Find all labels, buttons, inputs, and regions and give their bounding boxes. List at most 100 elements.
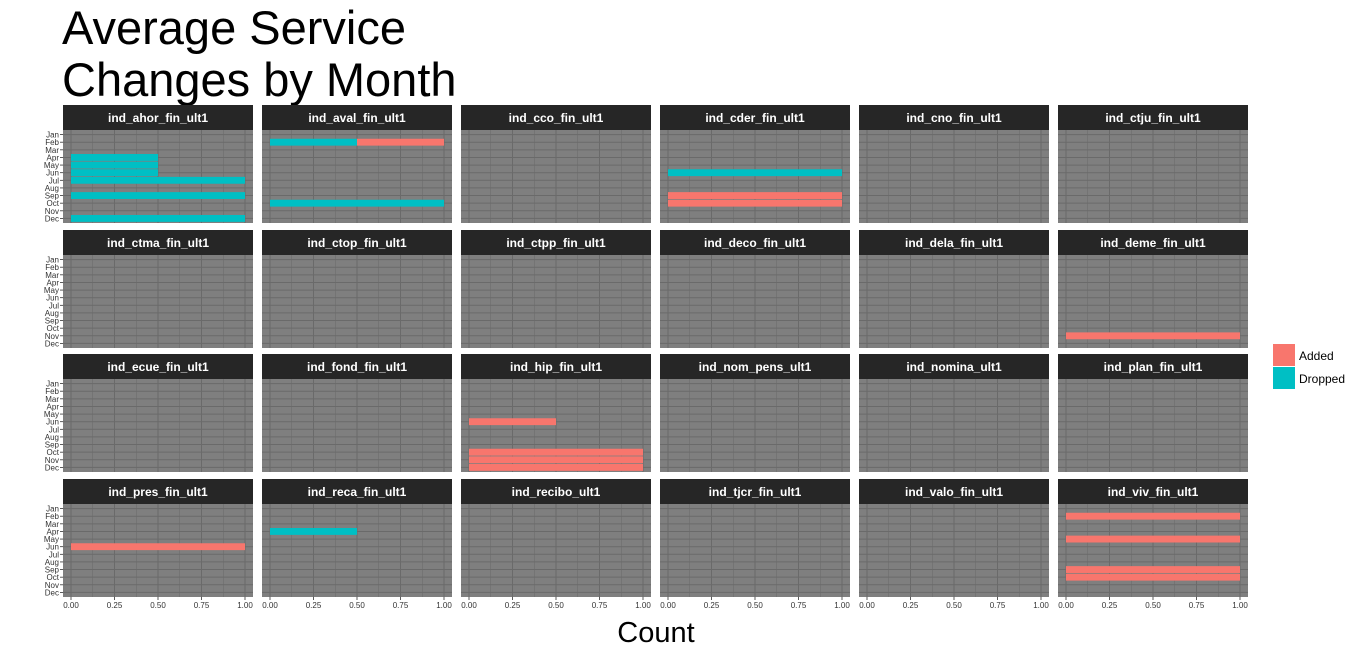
chart-title-line: Average Service bbox=[62, 1, 406, 54]
facet-label: ind_recibo_ult1 bbox=[512, 485, 601, 499]
facet-strip bbox=[262, 354, 452, 379]
y-tick-label: Jan bbox=[46, 131, 59, 140]
facet-label: ind_valo_fin_ult1 bbox=[905, 485, 1003, 499]
x-axis-title: Count bbox=[617, 617, 694, 649]
facet-label: ind_nom_pens_ult1 bbox=[699, 360, 812, 374]
facet-ind_cder_fin_ult1: ind_cder_fin_ult1 bbox=[660, 105, 850, 223]
y-tick-label: Oct bbox=[47, 199, 60, 208]
y-tick-label: Feb bbox=[45, 138, 59, 147]
y-tick-label: Sep bbox=[45, 566, 60, 575]
facet-ind_reca_fin_ult1: ind_reca_fin_ult1 0.00 0.25 0.50 0.75 1.00 bbox=[262, 479, 452, 610]
facet-strip bbox=[461, 230, 651, 255]
x-tick-label: 0.50 bbox=[946, 601, 962, 610]
x-tick-label: 0.25 bbox=[107, 601, 123, 610]
x-tick-label: 0.25 bbox=[704, 601, 720, 610]
x-tick-label: 0.00 bbox=[461, 601, 477, 610]
y-tick-label: Mar bbox=[45, 520, 59, 529]
y-tick-label: Nov bbox=[45, 581, 59, 590]
facet-label: ind_ctma_fin_ult1 bbox=[107, 236, 209, 250]
bar-added-oct bbox=[1066, 573, 1240, 581]
y-tick-label: Dec bbox=[45, 214, 59, 223]
facet-strip bbox=[63, 354, 253, 379]
legend: Added Dropped bbox=[1273, 344, 1345, 389]
facet-ind_ctop_fin_ult1: ind_ctop_fin_ult1 bbox=[262, 230, 452, 348]
bar-added-jun bbox=[469, 418, 556, 426]
facet-label: ind_cder_fin_ult1 bbox=[705, 111, 805, 125]
bar-dropped-jun bbox=[668, 169, 842, 177]
facet-ind_ahor_fin_ult1: ind_ahor_fin_ult1 JanFebMarAprMayJunJulAu… bbox=[44, 105, 253, 223]
facet-label: ind_plan_fin_ult1 bbox=[1104, 360, 1203, 374]
facet-strip bbox=[1058, 354, 1248, 379]
bar-added-dec bbox=[469, 463, 643, 471]
y-tick-label: Jun bbox=[46, 169, 59, 178]
facet-label: ind_cco_fin_ult1 bbox=[509, 111, 604, 125]
facet-label: ind_nomina_ult1 bbox=[906, 360, 1002, 374]
facet-label: ind_cno_fin_ult1 bbox=[906, 111, 1002, 125]
facet-ind_ctma_fin_ult1: ind_ctma_fin_ult1 JanFebMarAprMayJunJulAu… bbox=[44, 230, 253, 348]
bar-dropped-feb bbox=[270, 138, 357, 146]
facet-ind_pres_fin_ult1: ind_pres_fin_ult1 JanFebMarAprMayJunJulAu… bbox=[44, 479, 253, 610]
bar-dropped-may bbox=[71, 161, 158, 169]
facet-label: ind_tjcr_fin_ult1 bbox=[709, 485, 802, 499]
legend-key-dropped bbox=[1273, 367, 1295, 389]
facet-ind_cno_fin_ult1: ind_cno_fin_ult1 bbox=[859, 105, 1049, 223]
y-tick-label: Sep bbox=[45, 441, 60, 450]
y-tick-label: Apr bbox=[47, 153, 60, 162]
facet-ind_fond_fin_ult1: ind_fond_fin_ult1 bbox=[262, 354, 452, 472]
x-tick-label: 0.00 bbox=[1058, 601, 1074, 610]
x-tick-label: 0.50 bbox=[1145, 601, 1161, 610]
bar-added-feb bbox=[357, 138, 444, 146]
facet-label: ind_deco_fin_ult1 bbox=[704, 236, 806, 250]
x-tick-label: 1.00 bbox=[834, 601, 850, 610]
y-tick-label: May bbox=[44, 286, 59, 295]
chart-title: Average Service Changes by Month bbox=[62, 2, 662, 106]
y-tick-label: Nov bbox=[45, 332, 59, 341]
facet-label: ind_ahor_fin_ult1 bbox=[108, 111, 208, 125]
facet-ind_valo_fin_ult1: ind_valo_fin_ult1 0.00 0.25 0.50 0.75 1.00 bbox=[859, 479, 1049, 610]
facet-label: ind_hip_fin_ult1 bbox=[510, 360, 602, 374]
bar-dropped-jul bbox=[71, 176, 245, 184]
facet-strip bbox=[63, 230, 253, 255]
x-tick-label: 0.50 bbox=[150, 601, 166, 610]
x-tick-label: 0.75 bbox=[1189, 601, 1205, 610]
facet-label: ind_ctpp_fin_ult1 bbox=[506, 236, 606, 250]
facet-label: ind_ctop_fin_ult1 bbox=[307, 236, 407, 250]
y-tick-label: Feb bbox=[45, 263, 59, 272]
facet-strip bbox=[63, 479, 253, 504]
facet-label: ind_ctju_fin_ult1 bbox=[1105, 111, 1201, 125]
facet-ind_nomina_ult1: ind_nomina_ult1 bbox=[859, 354, 1049, 472]
y-tick-label: Jan bbox=[46, 380, 59, 389]
y-tick-label: Nov bbox=[45, 456, 59, 465]
facet-ind_dela_fin_ult1: ind_dela_fin_ult1 bbox=[859, 230, 1049, 348]
bar-dropped-apr bbox=[270, 528, 357, 535]
facet-strip bbox=[1058, 230, 1248, 255]
facet-strip bbox=[262, 230, 452, 255]
facet-strip bbox=[63, 105, 253, 130]
x-tick-label: 0.75 bbox=[592, 601, 608, 610]
facet-strip bbox=[859, 105, 1049, 130]
bar-added-nov bbox=[1066, 332, 1240, 340]
y-tick-label: Dec bbox=[45, 463, 59, 472]
facet-ind_viv_fin_ult1: ind_viv_fin_ult1 0.00 0.25 0.50 0.75 1.00 bbox=[1058, 479, 1248, 610]
y-tick-label: Apr bbox=[47, 527, 60, 536]
legend-label-added: Added bbox=[1299, 349, 1334, 363]
y-tick-label: Mar bbox=[45, 146, 59, 155]
facet-label: ind_reca_fin_ult1 bbox=[308, 485, 407, 499]
y-tick-label: Nov bbox=[45, 207, 59, 216]
bar-added-sep bbox=[668, 192, 842, 199]
facet-strip bbox=[660, 479, 850, 504]
facet-label: ind_dela_fin_ult1 bbox=[905, 236, 1003, 250]
x-tick-label: 1.00 bbox=[1232, 601, 1248, 610]
facet-ind_cco_fin_ult1: ind_cco_fin_ult1 bbox=[461, 105, 651, 223]
x-tick-label: 0.00 bbox=[660, 601, 676, 610]
y-tick-label: Apr bbox=[47, 402, 60, 411]
facet-strip bbox=[262, 105, 452, 130]
facet-strip bbox=[461, 105, 651, 130]
facet-strip bbox=[660, 354, 850, 379]
x-tick-label: 1.00 bbox=[436, 601, 452, 610]
y-tick-label: Jun bbox=[46, 294, 59, 303]
y-tick-label: Jul bbox=[49, 425, 59, 434]
bar-dropped-dec bbox=[71, 214, 245, 222]
y-tick-label: Jun bbox=[46, 418, 59, 427]
